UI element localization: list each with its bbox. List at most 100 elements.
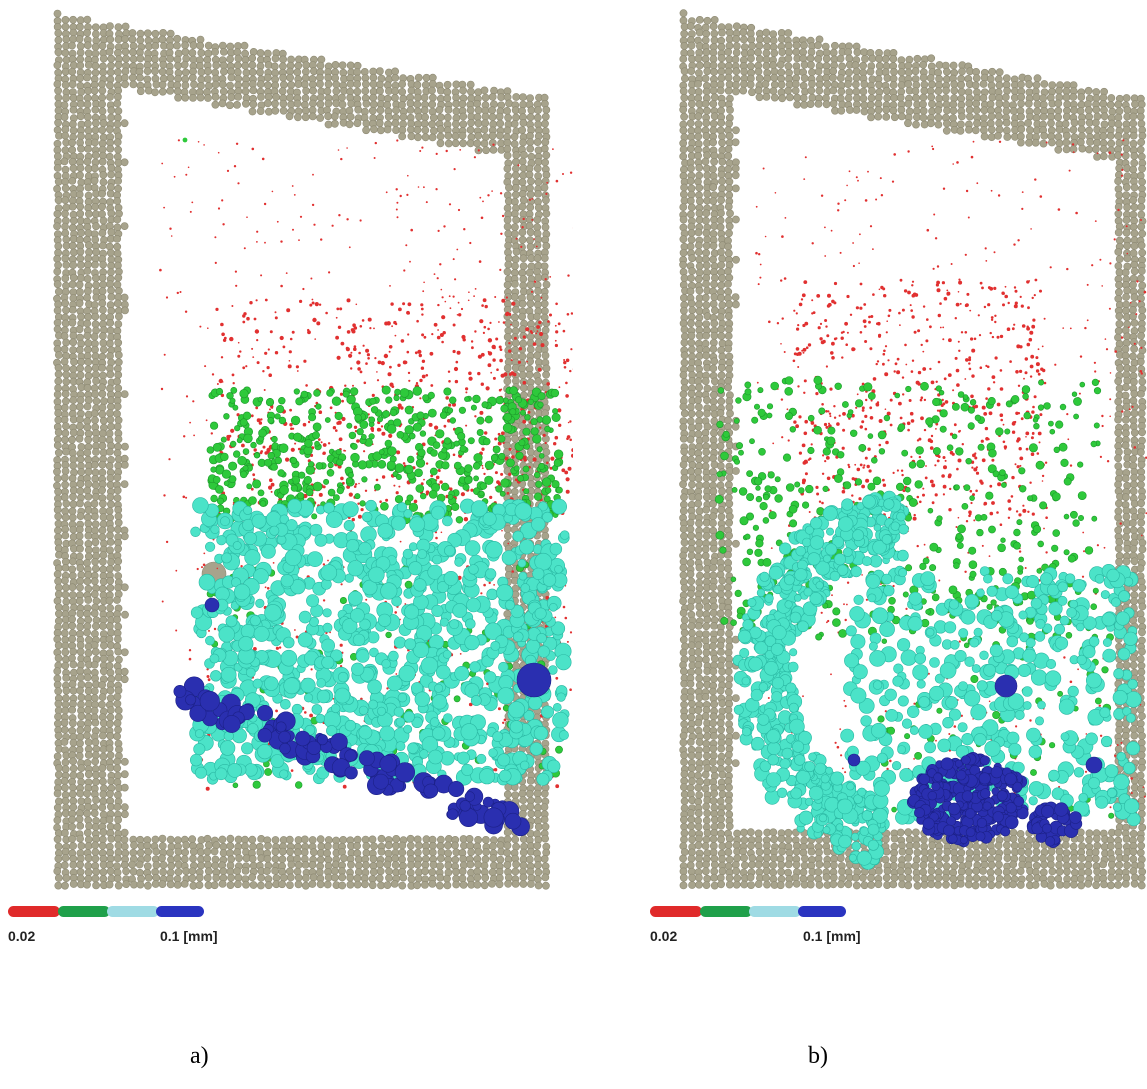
frame-bead [114, 544, 122, 553]
frame-bead [158, 854, 166, 863]
frame-bead [92, 881, 100, 890]
small-particle [396, 430, 405, 439]
frame-bead [120, 460, 129, 469]
frame-bead [512, 113, 520, 122]
tiny-particle [546, 461, 549, 465]
small-particle [384, 439, 393, 448]
frame-bead [233, 101, 241, 109]
frame-bead [428, 133, 437, 142]
frame-bead [542, 209, 551, 218]
frame-bead [92, 397, 101, 406]
frame-bead [76, 726, 85, 735]
small-particle [279, 485, 289, 495]
frame-bead [90, 660, 99, 669]
tiny-particle [274, 316, 278, 320]
small-particle [393, 418, 402, 427]
frame-bead [429, 113, 438, 122]
frame-bead [106, 751, 115, 760]
frame-bead [68, 513, 77, 522]
small-particle [230, 440, 237, 448]
frame-bead [68, 318, 77, 327]
frame-bead [98, 460, 107, 469]
frame-bead [240, 41, 249, 50]
frame-bead [91, 647, 100, 656]
frame-bead [533, 113, 542, 122]
frame-bead [53, 474, 62, 483]
frame-bead [375, 860, 384, 869]
frame-bead [99, 68, 107, 77]
small-particle [359, 500, 366, 507]
frame-bead [451, 120, 460, 128]
tiny-particle [322, 485, 326, 489]
frame-bead [62, 35, 71, 44]
frame-bead [54, 242, 63, 251]
frame-bead [540, 855, 549, 863]
tiny-particle [468, 291, 470, 294]
frame-bead [533, 138, 542, 146]
tiny-particle [331, 224, 334, 227]
tiny-particle [494, 296, 497, 298]
frame-bead [436, 873, 445, 882]
small-particle [536, 446, 543, 453]
frame-bead [107, 558, 115, 566]
frame-bead [84, 358, 93, 366]
frame-bead [90, 499, 99, 508]
frame-bead [99, 513, 108, 522]
frame-bead [181, 848, 189, 857]
frame-bead [120, 158, 129, 167]
frame-bead [75, 345, 84, 354]
frame-bead [60, 332, 69, 340]
frame-bead [512, 190, 520, 199]
tiny-particle [255, 299, 258, 302]
small-particle [523, 488, 530, 495]
frame-bead [143, 881, 152, 890]
frame-bead [451, 855, 460, 864]
tiny-particle [571, 448, 573, 453]
frame-bead [511, 346, 520, 354]
tiny-particle [275, 709, 278, 713]
frame-bead [353, 880, 362, 889]
frame-bead [264, 842, 272, 850]
tiny-particle [477, 371, 481, 376]
frame-bead [256, 49, 265, 57]
frame-bead [270, 62, 279, 71]
frame-bead [285, 112, 294, 121]
small-particle [543, 495, 551, 503]
frame-bead [212, 874, 221, 882]
small-particle [427, 408, 437, 418]
frame-bead [99, 170, 108, 179]
frame-bead [525, 370, 534, 379]
tiny-particle [312, 317, 317, 323]
frame-bead [151, 835, 160, 844]
frame-bead [99, 260, 107, 269]
frame-bead [84, 287, 92, 296]
tiny-particle [391, 325, 393, 328]
frame-bead [301, 67, 310, 76]
frame-bead [114, 370, 123, 379]
tiny-particle [546, 382, 550, 386]
frame-bead [503, 267, 512, 276]
small-particle [293, 432, 303, 442]
frame-bead [107, 170, 115, 179]
frame-bead [99, 577, 108, 586]
frame-bead [257, 873, 265, 882]
frame-bead [466, 106, 475, 114]
tiny-particle [565, 477, 570, 482]
tiny-particle [211, 373, 215, 376]
small-particle [356, 428, 364, 436]
frame-bead [92, 376, 100, 385]
tiny-particle [210, 432, 213, 435]
frame-bead [248, 107, 257, 116]
tiny-particle [217, 207, 221, 210]
frame-bead [443, 113, 452, 122]
frame-bead [105, 596, 114, 605]
frame-bead [541, 307, 549, 315]
tiny-particle [477, 354, 482, 359]
frame-bead [113, 719, 122, 728]
small-particle [264, 768, 272, 776]
tiny-particle [425, 462, 429, 465]
frame-bead [158, 80, 167, 89]
frame-bead [69, 461, 78, 470]
frame-bead [525, 789, 534, 798]
frame-bead [100, 641, 108, 650]
